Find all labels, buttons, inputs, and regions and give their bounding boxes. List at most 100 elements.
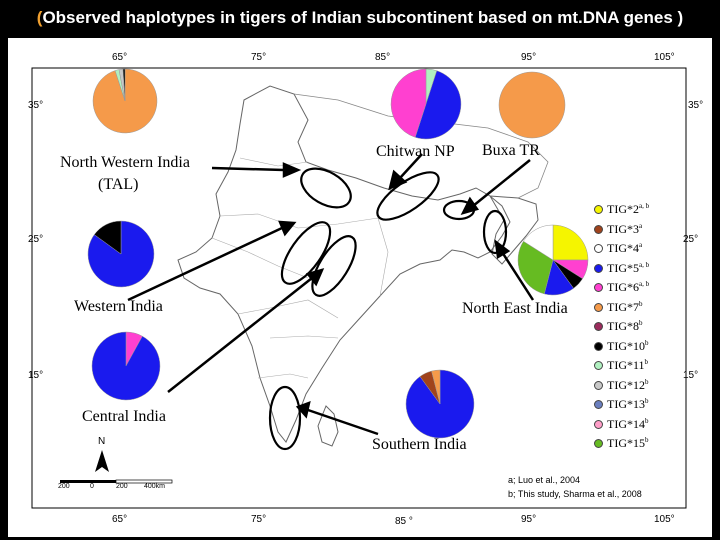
legend-label-name: TIG*2 bbox=[607, 202, 639, 216]
legend-swatch-7 bbox=[594, 341, 603, 351]
pie-chitwan bbox=[390, 68, 462, 140]
legend-label-name: TIG*12 bbox=[607, 377, 645, 392]
lat-right-15: 15° bbox=[683, 370, 699, 381]
scale-label-400km: 400km bbox=[144, 483, 166, 490]
pie-western bbox=[87, 220, 155, 288]
legend-label-name: TIG*5 bbox=[607, 260, 639, 275]
ellipse-western bbox=[280, 221, 332, 285]
scale-label-200-left: 200 bbox=[58, 483, 70, 490]
arrowhead-southern bbox=[295, 401, 311, 419]
legend-label-sup: b bbox=[645, 338, 649, 347]
legend-label-name: TIG*13 bbox=[607, 397, 645, 411]
lon-top-95: 95° bbox=[521, 52, 537, 63]
legend-label-name: TIG*10 bbox=[607, 338, 645, 353]
map-canvas bbox=[31, 67, 687, 509]
title-close-paren: ) bbox=[677, 8, 684, 27]
pie-north-east-slice-5 bbox=[523, 224, 554, 261]
compass-arrow bbox=[95, 450, 109, 472]
pie-western-slice-1 bbox=[93, 220, 122, 255]
pie-central-slice-1 bbox=[91, 331, 161, 401]
arrow-buxa bbox=[472, 159, 531, 207]
legend-label-0: TIG*2a, b bbox=[607, 202, 649, 217]
legend-label-11: TIG*14b bbox=[607, 417, 649, 432]
ellipse-north-east bbox=[482, 209, 508, 255]
map-border bbox=[31, 67, 687, 509]
legend-label-name: TIG*14 bbox=[607, 416, 645, 431]
label-north-east-india: North East India bbox=[462, 300, 568, 317]
legend-swatch-12 bbox=[594, 439, 603, 448]
legend-swatch-1 bbox=[594, 224, 603, 234]
state-lines bbox=[211, 157, 389, 379]
arrowhead-north-east bbox=[494, 239, 511, 260]
legend-label-9: TIG*12b bbox=[607, 378, 649, 393]
pie-north-western bbox=[92, 68, 158, 134]
ellipse-central bbox=[311, 235, 357, 297]
legend-label-sup: a bbox=[639, 221, 643, 230]
figure-title: (Observed haplotypes in tigers of Indian… bbox=[0, 0, 720, 36]
legend-label-name: TIG*15 bbox=[607, 436, 645, 450]
lon-bottom-75: 75° bbox=[251, 514, 267, 525]
legend-swatch-10 bbox=[594, 400, 603, 409]
legend-label-sup: a, b bbox=[639, 202, 650, 210]
pie-north-east bbox=[517, 224, 589, 296]
legend-label-8: TIG*11b bbox=[607, 358, 648, 373]
ellipse-southern bbox=[268, 385, 302, 451]
lon-top-105: 105° bbox=[654, 52, 675, 63]
legend-label-name: TIG*11 bbox=[607, 358, 645, 372]
legend-label-name: TIG*8 bbox=[607, 319, 639, 333]
label-tal: (TAL) bbox=[98, 176, 139, 193]
reference-a: a; Luo et al., 2004 bbox=[508, 475, 581, 485]
legend-swatch-6 bbox=[594, 322, 603, 331]
legend-label-sup: a, b bbox=[639, 260, 650, 269]
label-buxa-tr: Buxa TR bbox=[482, 142, 540, 159]
label-western-india: Western India bbox=[74, 298, 163, 315]
pie-north-western-slice-3 bbox=[122, 68, 126, 102]
arrow-southern bbox=[307, 408, 379, 436]
legend-label-3: TIG*5a, b bbox=[607, 261, 649, 276]
pie-buxa-slice-0 bbox=[498, 71, 566, 139]
map-panel: 65° 75° 85° 95° 105° 65° 75° 85 ° 95° 10… bbox=[8, 38, 712, 537]
legend-swatch-4 bbox=[594, 283, 603, 292]
legend-label-6: TIG*8b bbox=[607, 319, 643, 334]
lat-right-35: 35° bbox=[688, 100, 704, 111]
scale-label-200-right: 200 bbox=[116, 483, 128, 490]
ellipse-north-western bbox=[300, 167, 352, 209]
lon-top-75: 75° bbox=[251, 52, 267, 63]
legend-label-name: TIG*3 bbox=[607, 221, 639, 236]
lon-top-85: 85° bbox=[375, 52, 391, 63]
lon-bottom-95: 95° bbox=[521, 514, 537, 525]
scale-bar bbox=[60, 479, 173, 484]
legend-label-sup: b bbox=[645, 377, 649, 386]
india-outline bbox=[177, 85, 511, 443]
legend-label-name: TIG*7 bbox=[607, 299, 639, 314]
label-north-western-india: North Western India bbox=[60, 154, 190, 171]
legend-label-sup: b bbox=[639, 319, 643, 327]
lat-left-25: 25° bbox=[28, 234, 44, 245]
pie-chitwan-slice-1 bbox=[414, 70, 462, 140]
legend-label-sup: a, b bbox=[639, 280, 650, 288]
legend-swatch-11 bbox=[594, 419, 603, 429]
legend-label-4: TIG*6a, b bbox=[607, 280, 649, 295]
legend-label-10: TIG*13b bbox=[607, 397, 649, 412]
legend-swatch-8 bbox=[594, 361, 603, 370]
northeast-outline bbox=[489, 195, 539, 265]
pie-chitwan-slice-2 bbox=[390, 68, 427, 138]
legend-label-sup: b bbox=[645, 397, 649, 405]
pie-central bbox=[91, 331, 161, 401]
legend-label-sup: b bbox=[644, 358, 649, 366]
arrowhead-north-western bbox=[282, 162, 302, 178]
pie-buxa bbox=[498, 71, 566, 139]
arrowhead-central bbox=[305, 268, 325, 287]
reference-b: b; This study, Sharma et al., 2008 bbox=[508, 489, 642, 499]
lon-top-65: 65° bbox=[112, 52, 128, 63]
arrow-north-east bbox=[500, 251, 535, 301]
tibet-outline bbox=[293, 93, 549, 199]
lat-left-15: 15° bbox=[28, 370, 44, 381]
legend-label-5: TIG*7b bbox=[607, 300, 643, 315]
label-chitwan-np: Chitwan NP bbox=[376, 143, 455, 160]
scale-label-0: 0 bbox=[90, 483, 94, 490]
legend-label-sup: b bbox=[645, 436, 649, 444]
pie-north-east-slice-0 bbox=[552, 224, 589, 261]
pie-southern-slice-2 bbox=[431, 369, 441, 405]
legend-swatch-3 bbox=[594, 263, 603, 273]
